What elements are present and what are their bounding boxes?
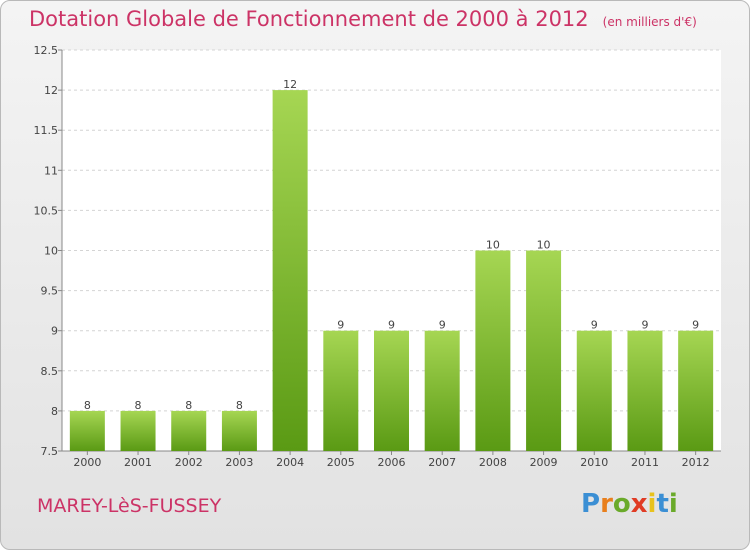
- bar-value-label: 8: [135, 399, 142, 412]
- x-tick-label: 2005: [327, 456, 355, 469]
- y-tick-label: 9.5: [41, 285, 59, 298]
- bar-value-label: 10: [537, 239, 551, 252]
- bar-value-label: 9: [692, 319, 699, 332]
- chart-title-block: Dotation Globale de Fonctionnement de 20…: [29, 7, 697, 31]
- bar: [576, 330, 612, 451]
- bar: [678, 330, 714, 451]
- y-tick-label: 10.5: [34, 204, 59, 217]
- logo-letter: P: [581, 489, 601, 519]
- bar-value-label: 9: [388, 319, 395, 332]
- y-tick-label: 11: [44, 164, 58, 177]
- logo-letter: r: [600, 489, 613, 519]
- logo-letter: o: [612, 489, 631, 519]
- x-tick-label: 2000: [73, 456, 101, 469]
- bar-value-label: 8: [84, 399, 91, 412]
- x-tick-label: 2001: [124, 456, 152, 469]
- chart-unit: (en milliers d'€): [602, 15, 697, 29]
- x-tick-label: 2006: [378, 456, 406, 469]
- x-tick-label: 2007: [428, 456, 456, 469]
- x-tick-label: 2011: [631, 456, 659, 469]
- x-tick-label: 2004: [276, 456, 304, 469]
- bar-value-label: 9: [591, 319, 598, 332]
- bar: [323, 330, 359, 451]
- bar: [374, 330, 409, 451]
- x-tick-label: 2008: [479, 456, 507, 469]
- logo-letter: i: [647, 489, 657, 519]
- bar: [627, 330, 663, 451]
- bar-value-label: 12: [283, 78, 297, 91]
- x-tick-label: 2002: [175, 456, 203, 469]
- bar: [171, 410, 207, 451]
- y-tick-label: 12: [44, 84, 58, 97]
- y-tick-label: 12.5: [34, 44, 59, 57]
- x-tick-label: 2012: [682, 456, 710, 469]
- y-tick-label: 9: [51, 325, 58, 338]
- bar-value-label: 8: [185, 399, 192, 412]
- y-tick-label: 10: [44, 245, 58, 258]
- bar-value-label: 9: [337, 319, 344, 332]
- bar: [120, 410, 156, 451]
- bar: [526, 250, 562, 451]
- bar: [221, 410, 257, 451]
- logo-letter: i: [668, 489, 678, 519]
- commune-name: MAREY-LèS-FUSSEY: [37, 495, 222, 517]
- chart-title: Dotation Globale de Fonctionnement de 20…: [29, 7, 589, 31]
- bar: [424, 330, 460, 451]
- y-tick-label: 8.5: [41, 365, 59, 378]
- proxiti-logo: Proxiti: [581, 489, 678, 519]
- logo-letter: x: [630, 489, 648, 519]
- bar-value-label: 8: [236, 399, 243, 412]
- x-tick-label: 2003: [225, 456, 253, 469]
- bar: [475, 250, 511, 451]
- y-tick-label: 8: [51, 405, 58, 418]
- bar-value-label: 9: [439, 319, 446, 332]
- bar: [69, 410, 105, 451]
- bar: [272, 90, 308, 451]
- bar-value-label: 10: [486, 239, 500, 252]
- logo-letter: t: [656, 489, 669, 519]
- y-tick-label: 11.5: [34, 124, 59, 137]
- bar-value-label: 9: [641, 319, 648, 332]
- x-tick-label: 2010: [580, 456, 608, 469]
- y-tick-label: 7.5: [41, 445, 59, 458]
- x-tick-label: 2009: [530, 456, 558, 469]
